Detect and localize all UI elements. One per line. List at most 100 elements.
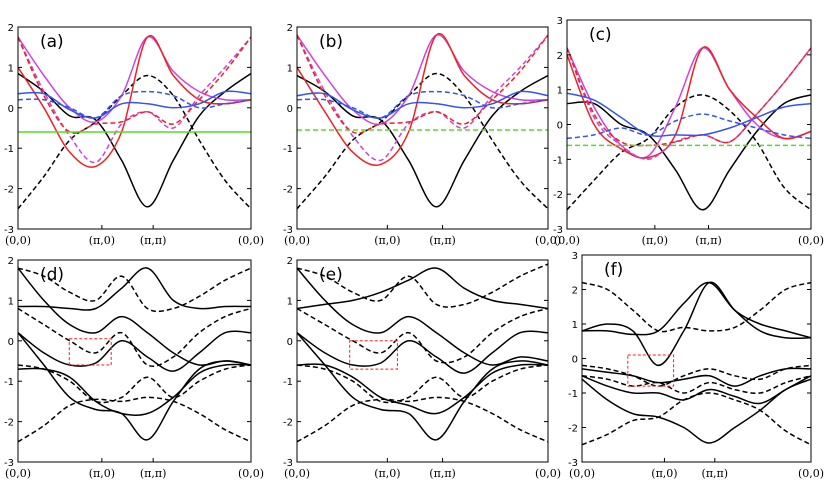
series-d-1 bbox=[18, 267, 251, 311]
series-e-5 bbox=[297, 332, 548, 441]
ytick-label: -2 bbox=[283, 185, 293, 196]
ytick-label: 0 bbox=[287, 337, 293, 348]
series-d-7 bbox=[18, 307, 251, 367]
series-d-4 bbox=[18, 363, 251, 417]
ytick-label: -3 bbox=[568, 458, 578, 469]
ytick-label: 1 bbox=[287, 296, 293, 307]
xtick-label: (0,0) bbox=[798, 467, 824, 480]
panel-b: -3 -2 -1 0 1 2 (0,0) (π,0) (π,π) (0,0) (b) bbox=[283, 23, 561, 247]
xtick-label: (π,0) bbox=[374, 234, 400, 247]
ytick-label: 1 bbox=[572, 320, 578, 331]
series-e-6 bbox=[297, 263, 548, 308]
series-c-8 bbox=[567, 113, 811, 140]
xtick-label: (0,0) bbox=[535, 467, 561, 480]
series-a-4 bbox=[18, 34, 251, 168]
ytick-label: 2 bbox=[8, 23, 14, 34]
series-b-4 bbox=[297, 32, 548, 166]
xtick-label: (0,0) bbox=[569, 467, 595, 480]
series-c-5 bbox=[567, 47, 811, 161]
series-c-6 bbox=[567, 47, 811, 147]
xtick-label: (0,0) bbox=[238, 234, 264, 247]
series-a-1 bbox=[18, 72, 251, 208]
xtick-label: (π,π) bbox=[429, 234, 456, 247]
series-c-1 bbox=[567, 94, 811, 211]
xtick-label: (π,π) bbox=[702, 467, 729, 480]
panel-f: -3 -2 -1 0 1 2 3 (0,0) (π,0) (π,π) (0,0) (f) bbox=[568, 251, 824, 480]
series-d-8 bbox=[18, 364, 251, 404]
series-e-2 bbox=[297, 267, 548, 366]
series-a-7 bbox=[18, 90, 251, 119]
xtick-label: (0,0) bbox=[798, 234, 824, 247]
series-e-8 bbox=[297, 364, 548, 404]
xtick-label: (π,0) bbox=[89, 467, 115, 480]
series-e-4 bbox=[297, 363, 548, 415]
ytick-label: -2 bbox=[568, 424, 578, 435]
xtick-label: (0,0) bbox=[554, 234, 580, 247]
xtick-label: (0,0) bbox=[284, 467, 310, 480]
series-b-6 bbox=[297, 34, 548, 134]
panel-label-a: (a) bbox=[40, 32, 64, 52]
xtick-label: (π,0) bbox=[374, 467, 400, 480]
xtick-label: (0,0) bbox=[5, 234, 31, 247]
ytick-label: 0 bbox=[557, 121, 563, 132]
series-b-8 bbox=[297, 90, 548, 119]
ytick-label: -1 bbox=[553, 155, 563, 166]
ytick-label: 2 bbox=[287, 23, 293, 34]
ytick-label: -1 bbox=[283, 377, 293, 388]
ytick-label: -2 bbox=[4, 185, 14, 196]
highlight-box-f bbox=[627, 354, 675, 387]
ytick-label: 1 bbox=[8, 63, 14, 74]
panel-d: -3 -2 -1 0 1 2 (0,0) (π,0) (π,π) (0,0) (d) bbox=[4, 256, 264, 480]
series-a-6 bbox=[18, 36, 251, 134]
series-e-7 bbox=[297, 307, 548, 364]
series-a-8 bbox=[18, 90, 251, 119]
ytick-label: 1 bbox=[8, 296, 14, 307]
axes-frame-d bbox=[17, 259, 252, 463]
series-d-6 bbox=[18, 267, 251, 313]
series-d-3 bbox=[18, 330, 251, 372]
series-b-7 bbox=[297, 90, 548, 119]
highlight-box-d bbox=[68, 338, 112, 366]
axes-frame-a bbox=[17, 26, 252, 230]
axes-frame-e bbox=[296, 259, 549, 463]
series-f-4 bbox=[582, 375, 811, 405]
series-e-9 bbox=[297, 396, 548, 443]
ytick-label: -1 bbox=[283, 144, 293, 155]
axes-frame-b bbox=[296, 26, 549, 230]
ytick-label: -3 bbox=[4, 225, 14, 236]
ytick-label: -2 bbox=[283, 418, 293, 429]
ytick-label: 3 bbox=[557, 16, 563, 27]
series-a-2 bbox=[18, 74, 251, 210]
ytick-label: 2 bbox=[287, 256, 293, 267]
ytick-label: 1 bbox=[287, 63, 293, 74]
xtick-label: (0,0) bbox=[238, 467, 264, 480]
series-c-2 bbox=[567, 94, 811, 211]
panel-c: -3 -2 -1 0 1 2 3 (0,0) (π,0) (π,π) (0,0) (c) bbox=[553, 16, 824, 247]
panel-label-b: (b) bbox=[319, 32, 343, 52]
ytick-label: -2 bbox=[553, 190, 563, 201]
xtick-label: (0,0) bbox=[535, 234, 561, 247]
series-c-3 bbox=[567, 47, 811, 159]
panel-a: -3 -2 -1 0 1 2 (0,0) (π,0) (π,π) (0,0) (a) bbox=[4, 23, 264, 247]
series-f-1 bbox=[582, 281, 811, 339]
ytick-label: 2 bbox=[572, 286, 578, 297]
xtick-label: (0,0) bbox=[5, 467, 31, 480]
highlight-box-e bbox=[349, 340, 398, 370]
ytick-label: -3 bbox=[553, 225, 563, 236]
panel-label-f: (f) bbox=[604, 260, 623, 280]
ytick-label: -3 bbox=[283, 225, 293, 236]
xtick-label: (π,0) bbox=[642, 234, 668, 247]
series-b-5 bbox=[297, 34, 548, 162]
ytick-label: -1 bbox=[4, 144, 14, 155]
ytick-label: -3 bbox=[4, 458, 14, 469]
axes-frame-f bbox=[581, 254, 812, 463]
xtick-label: (π,0) bbox=[89, 234, 115, 247]
series-f-8 bbox=[582, 375, 811, 394]
series-b-1 bbox=[297, 74, 548, 208]
xtick-label: (π,π) bbox=[140, 467, 167, 480]
series-e-1 bbox=[297, 267, 548, 310]
series-f-2 bbox=[582, 281, 811, 367]
xtick-label: (π,π) bbox=[429, 467, 456, 480]
series-d-9 bbox=[18, 396, 251, 443]
series-f-3 bbox=[582, 367, 811, 387]
